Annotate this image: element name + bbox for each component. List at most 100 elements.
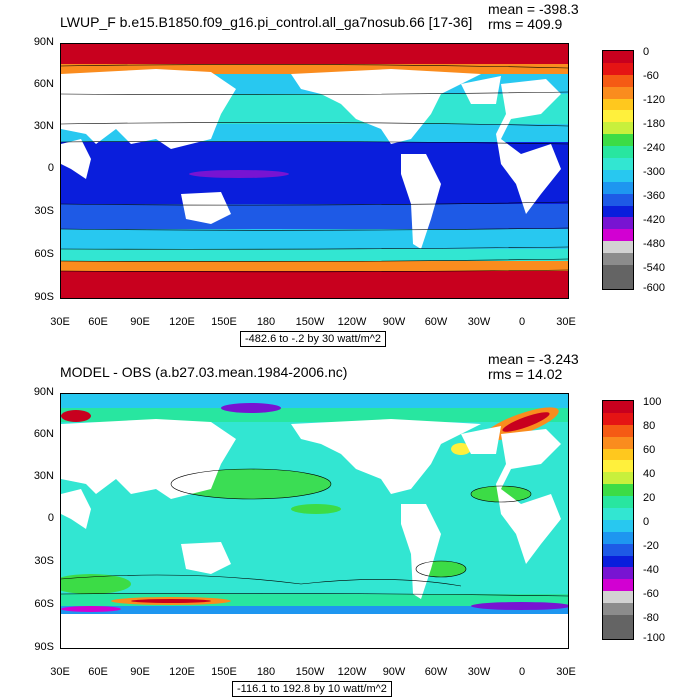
bottom-colorbar-label: 40 xyxy=(643,468,656,480)
top-colorbar xyxy=(602,50,634,290)
bottom-contour-range: -116.1 to 192.8 by 10 watt/m^2 xyxy=(232,681,392,697)
colorbar-swatch xyxy=(603,181,633,194)
colorbar-swatch xyxy=(603,62,633,75)
bottom-lat-label-90s: 90S xyxy=(34,641,54,653)
colorbar-swatch xyxy=(603,229,633,242)
colorbar-swatch xyxy=(603,74,633,87)
colorbar-swatch xyxy=(603,110,633,123)
bottom-lon-label: 60E xyxy=(88,666,108,678)
top-lat-label-30s: 30S xyxy=(34,205,54,217)
bottom-lon-label: 0 xyxy=(518,666,526,678)
top-lon-label: 180 xyxy=(256,316,276,328)
colorbar-swatch xyxy=(603,146,633,159)
colorbar-swatch xyxy=(603,496,633,509)
top-contour-range: -482.6 to -.2 by 30 watt/m^2 xyxy=(240,331,387,347)
bottom-lon-label: 30W xyxy=(467,666,491,678)
colorbar-swatch xyxy=(603,401,633,413)
bottom-lat-label-30s: 30S xyxy=(34,555,54,567)
bottom-lon-label: 90E xyxy=(130,666,150,678)
top-colorbar-label: -180 xyxy=(643,118,666,130)
colorbar-swatch xyxy=(603,158,633,170)
colorbar-swatch xyxy=(603,51,633,63)
colorbar-swatch xyxy=(603,241,633,254)
top-colorbar-label: 0 xyxy=(643,46,650,58)
bottom-colorbar-label: 60 xyxy=(643,444,656,456)
bottom-lat-label-60s: 60S xyxy=(34,598,54,610)
top-colorbar-label: -300 xyxy=(643,166,666,178)
top-lon-label: 30E xyxy=(50,316,70,328)
top-colorbar-label: -360 xyxy=(643,190,666,202)
colorbar-swatch xyxy=(603,122,633,135)
bottom-colorbar-label: -60 xyxy=(643,588,659,600)
top-lon-label: 0 xyxy=(518,316,526,328)
colorbar-swatch xyxy=(603,579,633,592)
colorbar-swatch xyxy=(603,615,633,627)
bottom-lon-label: 60W xyxy=(424,666,448,678)
top-lon-label: 60E xyxy=(88,316,108,328)
colorbar-swatch xyxy=(603,169,633,182)
colorbar-swatch xyxy=(603,567,633,580)
colorbar-swatch xyxy=(603,472,633,485)
top-mean: mean = -398.3 xyxy=(488,1,579,17)
bottom-lon-label: 120W xyxy=(337,666,367,678)
colorbar-swatch xyxy=(603,253,633,266)
colorbar-swatch xyxy=(603,555,633,568)
bottom-lon-label: 30E xyxy=(50,666,70,678)
top-lat-label-60n: 60N xyxy=(33,78,54,90)
colorbar-swatch xyxy=(603,86,633,99)
bottom-lat-label-90n: 90N xyxy=(33,386,54,398)
colorbar-swatch xyxy=(603,193,633,206)
colorbar-swatch xyxy=(603,603,633,616)
colorbar-swatch xyxy=(603,543,633,556)
colorbar-swatch xyxy=(603,134,633,147)
top-rms: rms = 409.9 xyxy=(488,16,563,32)
bottom-lon-label: 120E xyxy=(169,666,195,678)
colorbar-swatch xyxy=(603,412,633,425)
bottom-rms: rms = 14.02 xyxy=(488,366,563,382)
top-lat-label-0: 0 xyxy=(47,162,54,174)
top-colorbar-label: -540 xyxy=(643,262,666,274)
bottom-lat-label-60n: 60N xyxy=(33,428,54,440)
bottom-panel-title: MODEL - OBS (a.b27.03.mean.1984-2006.nc) xyxy=(60,364,348,380)
bottom-lon-label: 150W xyxy=(295,666,325,678)
bottom-lat-label-30n: 30N xyxy=(33,470,54,482)
top-panel-title: LWUP_F b.e15.B1850.f09_g16.pi_control.al… xyxy=(60,14,473,30)
top-lon-label: 120W xyxy=(337,316,367,328)
colorbar-swatch xyxy=(603,448,633,461)
colorbar-swatch xyxy=(603,265,633,277)
top-colorbar-label: -420 xyxy=(643,214,666,226)
colorbar-swatch xyxy=(603,276,633,289)
colorbar-swatch xyxy=(603,484,633,497)
top-lon-label: 150W xyxy=(295,316,325,328)
top-lon-label: 120E xyxy=(169,316,195,328)
bottom-colorbar-label: 20 xyxy=(643,492,656,504)
top-lon-label: 90W xyxy=(382,316,406,328)
colorbar-swatch xyxy=(603,205,633,218)
colorbar-swatch xyxy=(603,98,633,111)
top-map-plot xyxy=(60,43,569,299)
top-colorbar-label: -120 xyxy=(643,94,666,106)
top-lon-label: 90E xyxy=(130,316,150,328)
colorbar-swatch xyxy=(603,460,633,473)
top-colorbar-label: -600 xyxy=(643,282,666,294)
top-colorbar-label: -60 xyxy=(643,70,659,82)
bottom-colorbar-label: -40 xyxy=(643,564,659,576)
top-lat-label-30n: 30N xyxy=(33,120,54,132)
top-lon-label: 30W xyxy=(467,316,491,328)
top-colorbar-label: -480 xyxy=(643,238,666,250)
colorbar-swatch xyxy=(603,531,633,544)
colorbar-swatch xyxy=(603,424,633,437)
top-lon-label: 150E xyxy=(211,316,237,328)
top-lat-label-60s: 60S xyxy=(34,248,54,260)
top-lon-label: 60W xyxy=(424,316,448,328)
top-lon-label: 30E xyxy=(556,316,576,328)
bottom-lon-label: 30E xyxy=(556,666,576,678)
colorbar-swatch xyxy=(603,519,633,532)
colorbar-swatch xyxy=(603,626,633,639)
bottom-map-plot xyxy=(60,393,569,649)
bottom-colorbar xyxy=(602,400,634,640)
bottom-colorbar-label: 100 xyxy=(643,396,662,408)
colorbar-swatch xyxy=(603,508,633,520)
bottom-colorbar-label: -80 xyxy=(643,612,659,624)
top-lat-label-90n: 90N xyxy=(33,36,54,48)
